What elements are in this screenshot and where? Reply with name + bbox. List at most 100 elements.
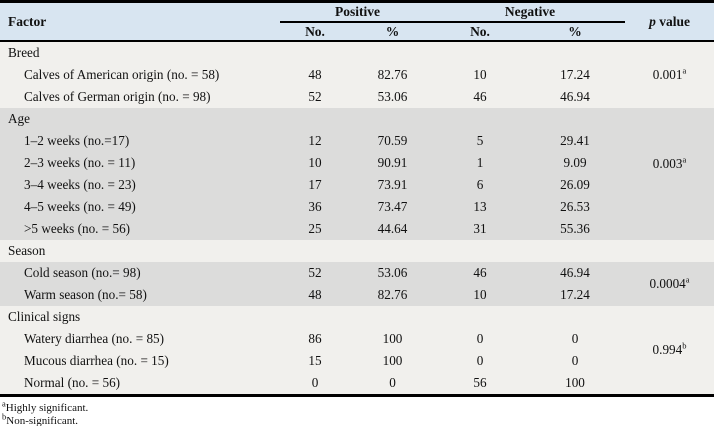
positive-pct-cell: 53.06	[350, 86, 435, 108]
p-italic-label: p	[649, 13, 656, 29]
positive-no-cell: 0	[280, 372, 350, 396]
negative-pct-cell: 17.24	[525, 64, 626, 86]
negative-pct-cell: 9.09	[525, 152, 626, 174]
positive-no-cell: 48	[280, 284, 350, 306]
row-label: Cold season (no.= 98)	[0, 262, 280, 284]
footnote-b: bNon-significant.	[2, 411, 714, 426]
p-value-label: value	[655, 13, 690, 29]
positive-pct-cell: 73.47	[350, 196, 435, 218]
p-value-cell: 0.003a	[625, 130, 714, 240]
negative-pct-cell: 0	[525, 328, 626, 350]
column-header-p-value: p value	[625, 1, 714, 41]
group-header-row-clinical-signs: Clinical signs	[0, 306, 714, 328]
table-row: Normal (no. = 56) 0 0 56 100	[0, 372, 714, 396]
table-row: Warm season (no.= 58) 48 82.76 10 17.24	[0, 284, 714, 306]
p-value-superscript: a	[682, 154, 687, 165]
row-label: 1–2 weeks (no.=17)	[0, 130, 280, 152]
table-row: >5 weeks (no. = 56) 25 44.64 31 55.36	[0, 218, 714, 240]
group-header-row-breed: Breed	[0, 41, 714, 64]
p-value: 0.001	[652, 67, 683, 82]
negative-no-cell: 10	[435, 64, 525, 86]
column-header-negative-pct: %	[525, 22, 626, 41]
group-label: Clinical signs	[0, 306, 714, 328]
column-group-negative: Negative	[435, 1, 626, 23]
group-header-row-season: Season	[0, 240, 714, 262]
table-row: 1–2 weeks (no.=17) 12 70.59 5 29.41 0.00…	[0, 130, 714, 240]
footnote-b-marker: b	[2, 411, 7, 422]
negative-no-cell: 6	[435, 174, 525, 196]
negative-pct-cell: 26.09	[525, 174, 626, 196]
row-label: Mucous diarrhea (no. = 15)	[0, 350, 280, 372]
negative-pct-cell: 26.53	[525, 196, 626, 218]
group-label: Age	[0, 108, 714, 130]
table-body: Breed Calves of American origin (no. = 5…	[0, 41, 714, 396]
positive-pct-cell: 100	[350, 328, 435, 350]
p-value: 0.994	[652, 342, 683, 357]
column-header-positive-pct: %	[350, 22, 435, 41]
positive-no-cell: 12	[280, 130, 350, 152]
negative-pct-cell: 100	[525, 372, 626, 396]
negative-no-cell: 1	[435, 152, 525, 174]
negative-no-cell: 0	[435, 328, 525, 350]
header-row-groups: Factor Positive Negative p value	[0, 1, 714, 41]
table-row: 2–3 weeks (no. = 11) 10 90.91 1 9.09	[0, 152, 714, 174]
positive-pct-cell: 100	[350, 350, 435, 372]
footnote-a: aHighly significant.	[2, 399, 714, 415]
positive-pct-cell: 0	[350, 372, 435, 396]
positive-no-cell: 10	[280, 152, 350, 174]
row-label: Calves of American origin (no. = 58)	[0, 64, 280, 86]
table-row: 3–4 weeks (no. = 23) 17 73.91 6 26.09	[0, 174, 714, 196]
p-value-superscript: a	[682, 65, 687, 76]
negative-no-cell: 5	[435, 130, 525, 152]
negative-no-cell: 31	[435, 218, 525, 240]
row-label: Calves of German origin (no. = 98)	[0, 86, 280, 108]
negative-no-cell: 13	[435, 196, 525, 218]
p-value-cell: 0.0004a	[625, 262, 714, 306]
positive-pct-cell: 70.59	[350, 130, 435, 152]
negative-no-cell: 10	[435, 284, 525, 306]
positive-no-cell: 15	[280, 350, 350, 372]
row-label: Warm season (no.= 58)	[0, 284, 280, 306]
column-header-negative-no: No.	[435, 22, 525, 41]
row-label: 2–3 weeks (no. = 11)	[0, 152, 280, 174]
negative-no-cell: 46	[435, 262, 525, 284]
footnote-b-text: Non-significant.	[6, 415, 79, 426]
p-value-superscript: b	[682, 340, 687, 351]
row-label: 3–4 weeks (no. = 23)	[0, 174, 280, 196]
table-row: Calves of American origin (no. = 58) 48 …	[0, 64, 714, 108]
footnote-a-marker: a	[2, 398, 6, 409]
negative-pct-cell: 0	[525, 350, 626, 372]
p-value-cell: 0.994b	[625, 328, 714, 396]
table-row: 4–5 weeks (no. = 49) 36 73.47 13 26.53	[0, 196, 714, 218]
positive-pct-cell: 44.64	[350, 218, 435, 240]
positive-no-cell: 17	[280, 174, 350, 196]
positive-pct-cell: 82.76	[350, 64, 435, 86]
row-label: Watery diarrhea (no. = 85)	[0, 328, 280, 350]
positive-no-cell: 36	[280, 196, 350, 218]
p-value: 0.0004	[649, 276, 686, 291]
negative-pct-cell: 46.94	[525, 86, 626, 108]
prevalence-factors-table: Factor Positive Negative p value No. % N…	[0, 0, 714, 397]
negative-pct-cell: 46.94	[525, 262, 626, 284]
group-label: Season	[0, 240, 714, 262]
row-label: 4–5 weeks (no. = 49)	[0, 196, 280, 218]
negative-no-cell: 0	[435, 350, 525, 372]
positive-no-cell: 52	[280, 262, 350, 284]
positive-no-cell: 86	[280, 328, 350, 350]
footnote-a-text: Highly significant.	[5, 402, 89, 414]
row-label: >5 weeks (no. = 56)	[0, 218, 280, 240]
negative-no-cell: 56	[435, 372, 525, 396]
positive-no-cell: 25	[280, 218, 350, 240]
table-row: Calves of German origin (no. = 98) 52 53…	[0, 86, 714, 108]
column-group-positive: Positive	[280, 1, 435, 23]
positive-pct-cell: 90.91	[350, 152, 435, 174]
negative-pct-cell: 29.41	[525, 130, 626, 152]
table-header: Factor Positive Negative p value No. % N…	[0, 1, 714, 41]
positive-pct-cell: 82.76	[350, 284, 435, 306]
negative-no-cell: 46	[435, 86, 525, 108]
negative-pct-cell: 55.36	[525, 218, 626, 240]
group-label: Breed	[0, 41, 714, 64]
column-header-positive-no: No.	[280, 22, 350, 41]
p-value-cell: 0.001a	[625, 64, 714, 108]
row-label: Normal (no. = 56)	[0, 372, 280, 396]
